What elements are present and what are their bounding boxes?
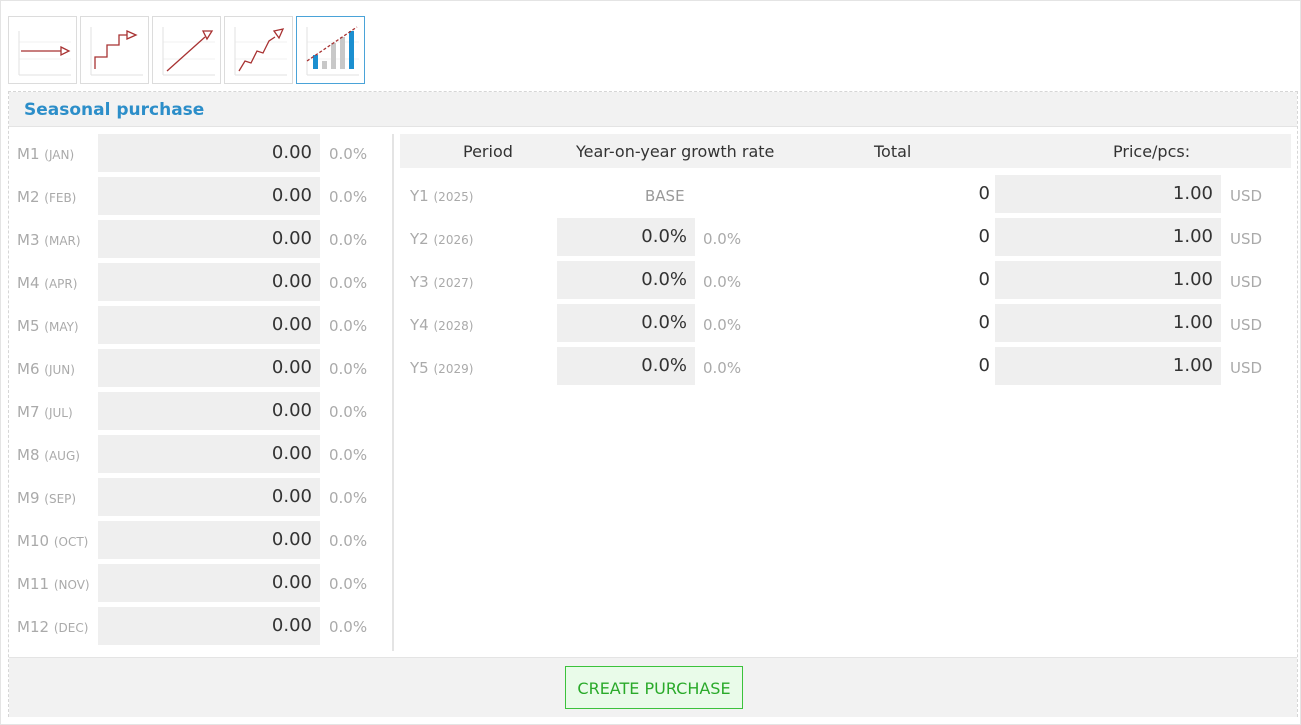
column-divider [392,134,394,651]
year-total: 0 [978,226,990,247]
base-label: BASE [645,187,685,205]
month-label: M12 (DEC) [17,618,89,636]
currency-label: USD [1230,359,1263,377]
growth-percent: 0.0% [703,316,742,334]
month-value-input[interactable]: 0.00 [98,392,320,430]
month-row-m10: M10 (OCT) 0.00 0.0% [9,521,389,559]
seasonal-trend-icon[interactable] [296,16,365,84]
currency-label: USD [1230,273,1263,291]
linear-trend-icon[interactable] [152,16,221,84]
year-label: Y2 (2026) [410,230,474,248]
month-percent: 0.0% [329,274,368,292]
year-total: 0 [978,355,990,376]
month-value-input[interactable]: 0.00 [98,607,320,645]
month-row-m6: M6 (JUN) 0.00 0.0% [9,349,389,387]
month-percent: 0.0% [329,618,368,636]
year-label: Y3 (2027) [410,273,474,291]
month-label: M2 (FEB) [17,188,77,206]
month-label: M8 (AUG) [17,446,80,464]
year-row-y5: Y5 (2029) 0.0% 0.0% 0 1.00 USD [400,347,1291,385]
year-total: 0 [978,269,990,290]
month-percent: 0.0% [329,575,368,593]
month-label: M10 (OCT) [17,532,89,550]
year-label: Y1 (2025) [410,187,474,205]
month-value-input[interactable]: 0.00 [98,435,320,473]
price-input[interactable]: 1.00 [995,304,1221,342]
month-percent: 0.0% [329,360,368,378]
currency-label: USD [1230,187,1263,205]
currency-label: USD [1230,230,1263,248]
month-label: M4 (APR) [17,274,78,292]
growth-percent: 0.0% [703,359,742,377]
header-growth-rate: Year-on-year growth rate [576,142,775,161]
month-value-input[interactable]: 0.00 [98,564,320,602]
currency-label: USD [1230,316,1263,334]
create-purchase-button[interactable]: CREATE PURCHASE [565,666,743,709]
price-input[interactable]: 1.00 [995,175,1221,213]
price-input[interactable]: 1.00 [995,218,1221,256]
month-percent: 0.0% [329,446,368,464]
month-value-input[interactable]: 0.00 [98,220,320,258]
month-row-m8: M8 (AUG) 0.00 0.0% [9,435,389,473]
month-percent: 0.0% [329,532,368,550]
month-percent: 0.0% [329,317,368,335]
price-input[interactable]: 1.00 [995,347,1221,385]
header-price: Price/pcs: [1113,142,1191,161]
year-label: Y4 (2028) [410,316,474,334]
header-period: Period [463,142,513,161]
month-row-m3: M3 (MAR) 0.00 0.0% [9,220,389,258]
month-percent: 0.0% [329,145,368,163]
yearly-table-header: Period Year-on-year growth rate Total Pr… [400,134,1291,168]
month-value-input[interactable]: 0.00 [98,349,320,387]
month-percent: 0.0% [329,489,368,507]
panel-title: Seasonal purchase [24,100,205,120]
month-label: M1 (JAN) [17,145,75,163]
year-row-y2: Y2 (2026) 0.0% 0.0% 0 1.00 USD [400,218,1291,256]
panel-footer: CREATE PURCHASE [9,657,1297,717]
month-label: M11 (NOV) [17,575,90,593]
month-value-input[interactable]: 0.00 [98,306,320,344]
year-label: Y5 (2029) [410,359,474,377]
growth-rate-input[interactable]: 0.0% [557,304,695,342]
month-label: M3 (MAR) [17,231,81,249]
month-value-input[interactable]: 0.00 [98,134,320,172]
month-row-m12: M12 (DEC) 0.00 0.0% [9,607,389,645]
month-label: M9 (SEP) [17,489,77,507]
price-input[interactable]: 1.00 [995,261,1221,299]
year-row-y3: Y3 (2027) 0.0% 0.0% 0 1.00 USD [400,261,1291,299]
year-row-y4: Y4 (2028) 0.0% 0.0% 0 1.00 USD [400,304,1291,342]
month-percent: 0.0% [329,188,368,206]
growth-rate-input[interactable]: 0.0% [557,261,695,299]
year-row-y1: Y1 (2025) BASE 0 1.00 USD [400,175,1291,213]
seasonal-purchase-panel: Seasonal purchase M1 (JAN) 0.00 0.0% M2 … [8,91,1298,717]
header-total: Total [874,142,912,161]
month-row-m7: M7 (JUL) 0.00 0.0% [9,392,389,430]
month-row-m4: M4 (APR) 0.00 0.0% [9,263,389,301]
step-trend-icon[interactable] [80,16,149,84]
irregular-trend-icon[interactable] [224,16,293,84]
month-label: M6 (JUN) [17,360,75,378]
year-total: 0 [978,183,990,204]
month-value-input[interactable]: 0.00 [98,177,320,215]
month-row-m5: M5 (MAY) 0.00 0.0% [9,306,389,344]
month-percent: 0.0% [329,403,368,421]
constant-trend-icon[interactable] [8,16,77,84]
month-value-input[interactable]: 0.00 [98,521,320,559]
month-value-input[interactable]: 0.00 [98,478,320,516]
growth-rate-input[interactable]: 0.0% [557,218,695,256]
month-percent: 0.0% [329,231,368,249]
panel-header: Seasonal purchase [9,92,1297,127]
growth-percent: 0.0% [703,230,742,248]
month-label: M7 (JUL) [17,403,73,421]
growth-percent: 0.0% [703,273,742,291]
month-label: M5 (MAY) [17,317,79,335]
month-value-input[interactable]: 0.00 [98,263,320,301]
year-total: 0 [978,312,990,333]
month-row-m11: M11 (NOV) 0.00 0.0% [9,564,389,602]
month-row-m2: M2 (FEB) 0.00 0.0% [9,177,389,215]
growth-rate-input[interactable]: 0.0% [557,347,695,385]
month-row-m1: M1 (JAN) 0.00 0.0% [9,134,389,172]
month-row-m9: M9 (SEP) 0.00 0.0% [9,478,389,516]
